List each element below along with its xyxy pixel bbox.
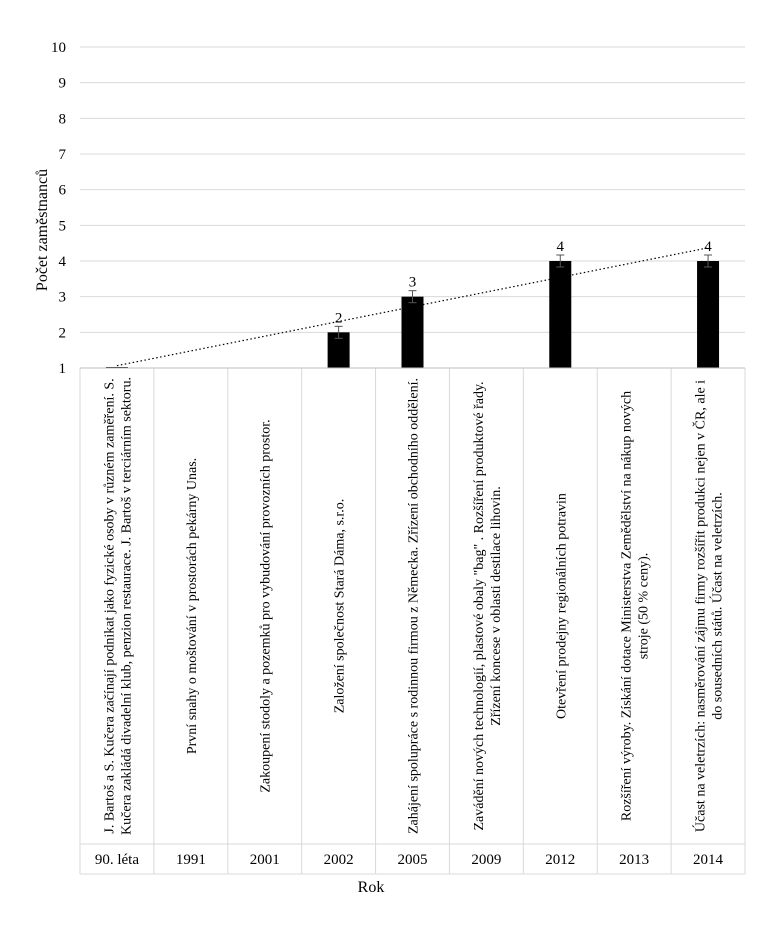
- bars: 2 3 4 4: [105, 239, 720, 368]
- event-description-line: Otevření prodejny regionálních potravin: [554, 493, 569, 719]
- data-label: 2: [335, 310, 343, 326]
- event-description-line: do sousedních států. Účast na veletrzích…: [709, 492, 726, 719]
- y-tick-label: 1: [59, 361, 67, 377]
- event-description-line: stroje (50 % ceny).: [637, 553, 652, 660]
- y-axis-ticks: 1 2 3 4 5 6 7 8 9 10: [51, 40, 67, 377]
- x-tick-label: 2009: [471, 852, 501, 868]
- event-description: Zahájení spolupráce s rodinnou firmou z …: [407, 378, 422, 834]
- event-description: Založení společnost Stará Dáma, s.r.o.: [333, 499, 348, 714]
- event-description: Otevření prodejny regionálních potravin: [554, 493, 569, 719]
- data-label: 4: [704, 239, 712, 255]
- x-tick-label: 2014: [693, 852, 724, 868]
- event-description-line: Účast na veletrzích: nasměrování zájmu f…: [692, 380, 709, 832]
- event-description: Zavádění nových technologií, plastové ob…: [472, 381, 504, 830]
- event-description-line: Rozšíření výroby. Získání dotace Ministe…: [620, 391, 635, 821]
- x-tick-label: 2012: [545, 852, 575, 868]
- x-tick-label: 2001: [250, 852, 280, 868]
- x-tick-label: 90. léta: [95, 852, 139, 868]
- event-description-line: Zavádění nových technologií, plastové ob…: [472, 381, 487, 830]
- y-tick-label: 8: [59, 111, 67, 127]
- event-description-line: Zřízení koncese v oblasti destilace liho…: [489, 486, 504, 725]
- x-tick-label: 1991: [176, 852, 206, 868]
- bar: [549, 261, 572, 368]
- y-tick-label: 5: [59, 218, 67, 234]
- event-description-line: Zakoupení stodoly a pozemků pro vybudová…: [259, 419, 274, 792]
- trendline-line: [116, 247, 709, 367]
- event-description-line: Zahájení spolupráce s rodinnou firmou z …: [407, 378, 422, 834]
- event-description: První snahy o moštování v prostorách pek…: [185, 458, 200, 754]
- data-label: 4: [557, 239, 565, 255]
- y-tick-label: 4: [59, 254, 67, 270]
- event-description-line: Kučera zakládá divadelní klub, penzion r…: [119, 377, 134, 835]
- data-label: 3: [409, 275, 417, 291]
- x-axis-label: Rok: [358, 879, 385, 896]
- event-description-line: J. Bartoš a S. Kučera začínají podnikat …: [102, 378, 117, 833]
- trendline: [116, 247, 709, 367]
- x-tick-label: 2002: [324, 852, 354, 868]
- event-description-line: První snahy o moštování v prostorách pek…: [185, 458, 200, 754]
- event-table: 90. léta 1991 2001 2002 2005 2009 2012 2013 2014…: [79, 367, 746, 875]
- y-tick-label: 3: [59, 290, 67, 306]
- y-tick-label: 2: [59, 325, 67, 341]
- bar: [401, 296, 424, 368]
- event-description-line: Založení společnost Stará Dáma, s.r.o.: [333, 499, 348, 714]
- event-description: Rozšíření výroby. Získání dotace Ministe…: [620, 391, 652, 821]
- event-description: Účast na veletrzích: nasměrování zájmu f…: [692, 380, 726, 832]
- event-description: Zakoupení stodoly a pozemků pro vybudová…: [259, 419, 274, 792]
- gridlines: [80, 46, 745, 333]
- y-tick-label: 6: [59, 183, 67, 199]
- y-tick-label: 7: [59, 147, 67, 163]
- bar: [327, 332, 350, 368]
- bar: [697, 261, 720, 368]
- y-axis-label: Počet zaměstnanců: [34, 169, 51, 291]
- y-tick-label: 9: [59, 76, 67, 92]
- y-tick-label: 10: [51, 40, 66, 56]
- event-description: J. Bartoš a S. Kučera začínají podnikat …: [102, 377, 134, 835]
- x-tick-label: 2013: [619, 852, 649, 868]
- x-tick-label: 2005: [398, 852, 428, 868]
